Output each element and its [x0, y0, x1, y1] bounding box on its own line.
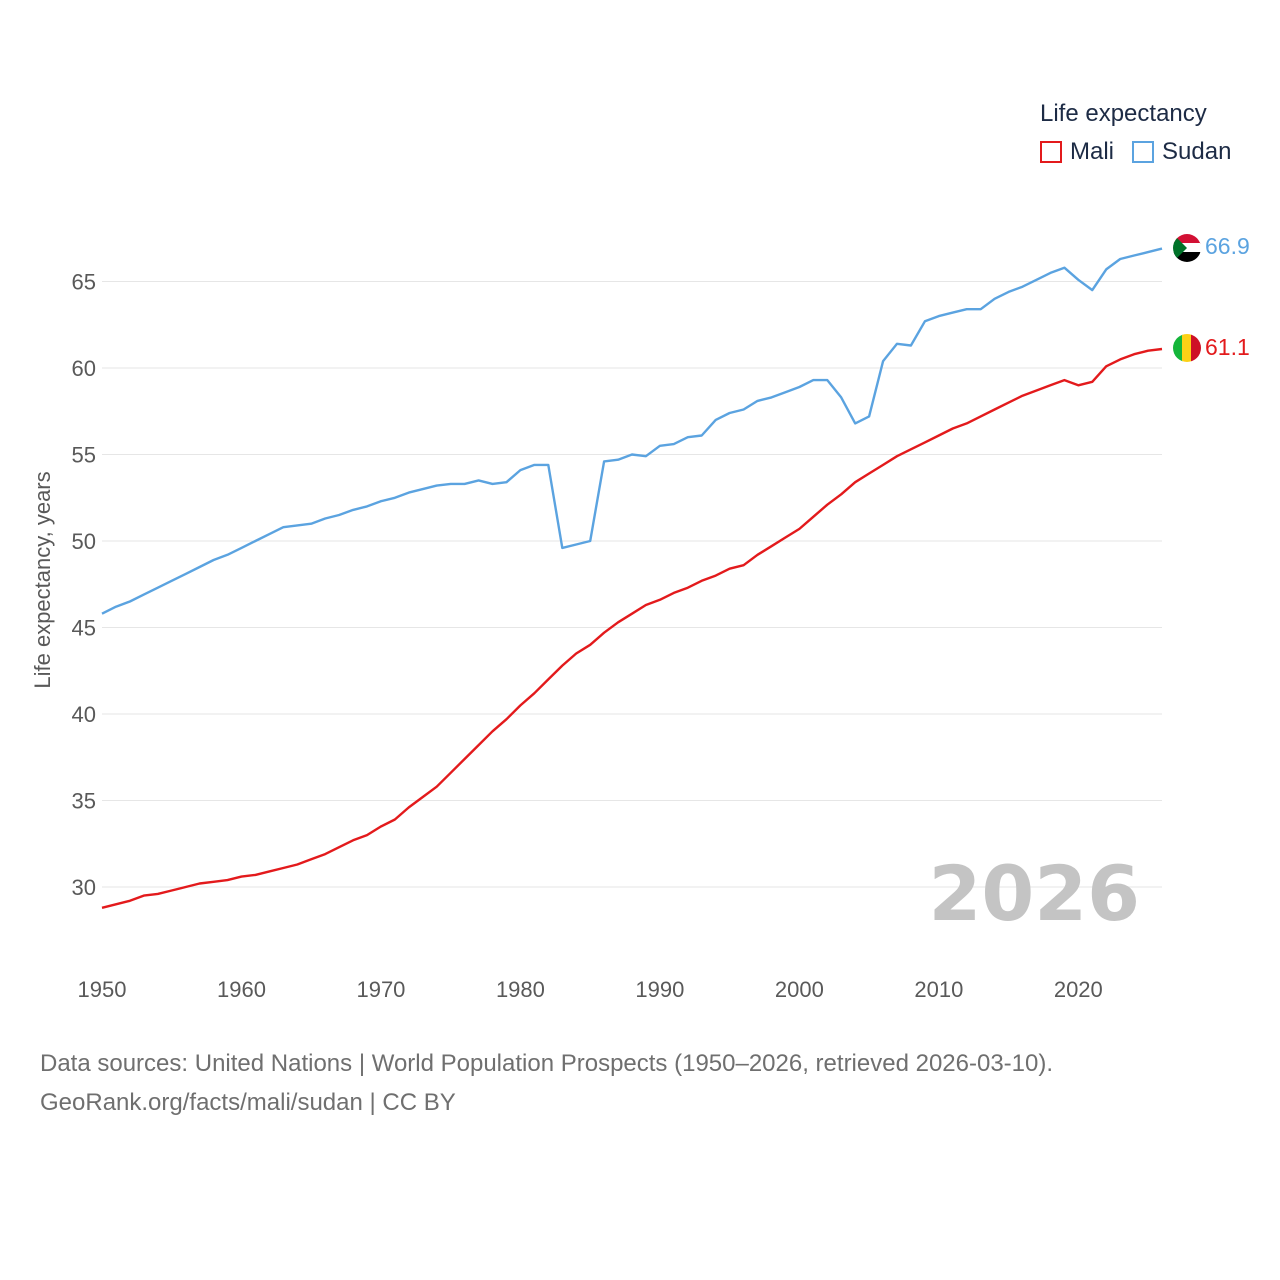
gridlines	[102, 281, 1162, 888]
legend-swatch-sudan	[1132, 141, 1155, 163]
y-tick-label-55: 55	[72, 443, 96, 468]
legend-label-mali: Mali	[1070, 138, 1115, 165]
y-tick-label-35: 35	[72, 789, 96, 814]
year-watermark: 2026	[928, 849, 1140, 938]
y-tick-label-30: 30	[72, 875, 96, 900]
attribution-text: GeoRank.org/facts/mali/sudan | CC BY	[40, 1089, 456, 1116]
x-tick-label-1970: 1970	[356, 977, 405, 1002]
x-tick-label-2020: 2020	[1054, 977, 1103, 1002]
legend-label-sudan: Sudan	[1162, 138, 1232, 165]
y-axis-label: Life expectancy, years	[30, 471, 55, 688]
series-line-sudan	[101, 247, 1163, 615]
legend-item-sudan[interactable]: Sudan	[1132, 138, 1231, 166]
x-tick-label-1950: 1950	[78, 977, 127, 1002]
data-source-text: Data sources: United Nations | World Pop…	[40, 1050, 1054, 1077]
x-tick-label-1980: 1980	[496, 977, 545, 1002]
series-line-mali	[101, 347, 1163, 909]
sudan-end-value-label: 66.9	[1205, 233, 1250, 259]
y-tick-label-50: 50	[72, 529, 96, 554]
mali-flag-icon	[1173, 334, 1201, 362]
x-tick-label-2000: 2000	[775, 977, 824, 1002]
x-tick-label-2010: 2010	[914, 977, 963, 1002]
source-notes: Data sources: United Nations | World Pop…	[40, 1044, 1053, 1122]
x-tick-label-1990: 1990	[635, 977, 684, 1002]
x-axis-ticks: 1950 1960 1970 1980 1990 2000 2010 2020	[78, 977, 1103, 1002]
line-chart: 30 35 40 45 50 55 60 65 1950 1960 1970 1980 1990 200…	[30, 233, 1250, 1002]
legend-entries: Mali Sudan	[1040, 138, 1249, 166]
legend-item-mali[interactable]: Mali	[1040, 138, 1114, 166]
x-tick-label-1960: 1960	[217, 977, 266, 1002]
y-tick-label-40: 40	[72, 702, 96, 727]
mali-end-value-label: 61.1	[1205, 334, 1250, 360]
series-lines	[101, 247, 1163, 909]
y-tick-label-60: 60	[72, 356, 96, 381]
legend-swatch-mali	[1040, 141, 1062, 163]
y-axis-ticks: 30 35 40 45 50 55 60 65	[72, 270, 96, 901]
y-tick-label-45: 45	[72, 616, 96, 641]
sudan-flag-icon	[1173, 234, 1201, 262]
y-tick-label-65: 65	[72, 270, 96, 295]
legend: Life expectancy Mali Sudan	[1040, 100, 1249, 166]
legend-title: Life expectancy	[1040, 100, 1207, 127]
